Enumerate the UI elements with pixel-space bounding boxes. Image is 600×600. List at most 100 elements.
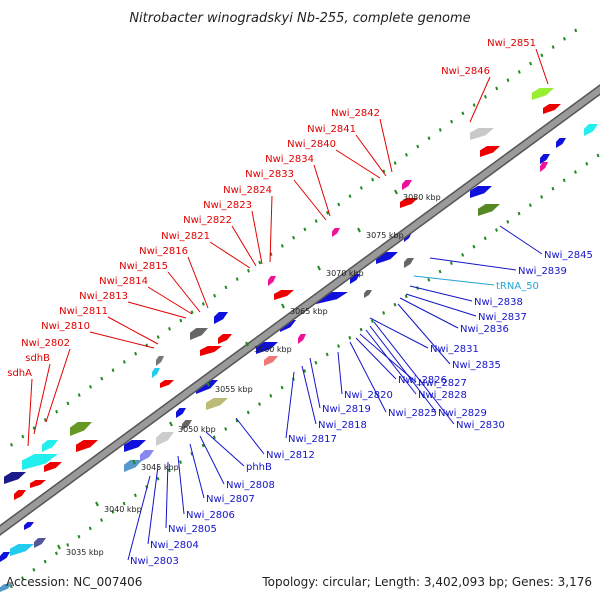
tick-dot-lower <box>246 410 250 415</box>
tick-dot-lower <box>359 327 363 332</box>
gene-feature <box>124 440 146 452</box>
tick-dot-lower <box>77 534 81 539</box>
tick-dot-upper <box>55 409 59 414</box>
tick-dot-upper <box>179 318 183 323</box>
tick-label: 3075 kbp <box>366 231 404 240</box>
tick-dot-lower <box>88 526 92 531</box>
tick-dot-lower <box>325 352 329 357</box>
tick-dot-lower <box>111 510 115 514</box>
gene-label-top: Nwi_2824 <box>223 185 272 196</box>
tick-dot-upper <box>562 36 566 41</box>
tick-dot-lower <box>258 402 261 406</box>
tick-dot-lower <box>337 344 340 348</box>
gene-feature <box>44 462 62 472</box>
tick-mark <box>206 381 210 387</box>
tick-dot-lower <box>314 360 318 365</box>
gene-feature <box>24 522 34 530</box>
tick-mark <box>357 227 361 233</box>
leader-line-bottom <box>285 371 295 439</box>
leader-line-top <box>27 378 33 447</box>
tick-mark <box>394 189 398 195</box>
tick-dot-lower <box>201 443 205 448</box>
tick-dot-lower <box>596 153 600 158</box>
tick-dot-upper <box>416 144 420 149</box>
gene-label-top: Nwi_2816 <box>139 246 188 257</box>
tick-dot-lower <box>449 261 453 266</box>
gene-feature <box>364 290 372 298</box>
leader-line-bottom <box>205 431 245 467</box>
tick-dot-lower <box>179 460 182 464</box>
leader-line-bottom <box>165 461 169 529</box>
backbone-band <box>0 85 600 535</box>
gene-feature <box>70 422 92 436</box>
gene-feature <box>478 204 500 216</box>
gene-label-bottom: Nwi_2806 <box>186 510 235 521</box>
leader-line-bottom <box>235 417 265 455</box>
tick-dot-lower <box>21 576 25 580</box>
tick-dot-upper <box>371 177 375 182</box>
leader-line-bottom <box>355 337 397 380</box>
gene-label-bottom: tRNA_50 <box>496 281 539 292</box>
tick-mark <box>57 544 61 550</box>
tick-dot-upper <box>404 152 408 157</box>
tick-dot-upper <box>438 128 442 132</box>
map-title: Nitrobacter winogradskyi Nb-255, complet… <box>129 11 470 26</box>
gene-feature <box>543 104 561 114</box>
leader-line-top <box>45 348 71 423</box>
tick-mark <box>281 303 285 309</box>
leader-line-bottom <box>359 333 417 383</box>
leader-line-bottom <box>405 293 477 317</box>
leader-line-top <box>269 195 273 263</box>
tick-dot-upper <box>450 119 454 124</box>
gene-feature <box>34 538 46 548</box>
gene-label-bottom: Nwi_2827 <box>418 378 467 389</box>
gene-feature <box>470 186 492 198</box>
tick-dot-lower <box>43 559 47 564</box>
gene-label-bottom: Nwi_2803 <box>130 556 179 567</box>
gene-feature <box>10 544 34 556</box>
tick-dot-upper <box>66 401 70 406</box>
gene-feature <box>124 460 142 472</box>
genome-summary-text: Topology: circular; Length: 3,402,093 bp… <box>261 575 592 589</box>
gene-feature <box>152 368 160 378</box>
tick-dot-upper <box>551 45 555 49</box>
gene-label-bottom: Nwi_2817 <box>288 434 337 445</box>
tick-dot-rows <box>9 28 600 589</box>
gene-label-bottom: Nwi_2826 <box>398 375 447 386</box>
gene-label-top: Nwi_2821 <box>161 231 210 242</box>
tick-dot-upper <box>190 310 194 315</box>
tick-dot-lower <box>427 277 431 282</box>
tick-dot-lower <box>438 269 442 274</box>
gene-label-top: Nwi_2815 <box>119 261 168 272</box>
tick-dot-upper <box>21 434 25 439</box>
tick-dot-upper <box>359 186 363 190</box>
tick-label: 3050 kbp <box>178 425 216 434</box>
gene-label-bottom: Nwi_2839 <box>518 266 567 277</box>
tick-dot-upper <box>77 393 81 397</box>
tick-dot-upper <box>326 210 329 215</box>
leader-line-bottom <box>177 455 185 515</box>
tick-dot-lower <box>495 228 498 232</box>
tick-dot-upper <box>213 293 217 298</box>
tick-dot-upper <box>495 86 499 91</box>
tick-dot-upper <box>258 260 262 265</box>
leader-line-top <box>335 149 381 179</box>
gene-feature <box>30 480 46 488</box>
gene-label-bottom: Nwi_2825 <box>388 408 437 419</box>
gene-label-bottom: Nwi_2804 <box>150 540 199 551</box>
gene-label-top: Nwi_2833 <box>245 169 294 180</box>
tick-dot-lower <box>9 584 13 589</box>
tick-dot-upper <box>280 244 284 248</box>
gene-label-bottom: Nwi_2819 <box>322 404 371 415</box>
tick-dot-upper <box>43 418 47 422</box>
gene-feature <box>480 146 500 157</box>
tick-dot-lower <box>303 369 307 373</box>
gene-feature <box>298 334 306 344</box>
gene-feature <box>76 440 98 452</box>
tick-dot-lower <box>483 236 487 241</box>
gene-labels[interactable]: Nwi_2851 Nwi_2846 Nwi_2842 Nwi_2841 Nwi_2840… <box>7 38 593 567</box>
gene-label-bottom: Nwi_2835 <box>452 360 501 371</box>
gene-label-bottom: Nwi_2845 <box>544 250 593 261</box>
tick-dot-lower <box>585 161 589 166</box>
gene-feature <box>22 454 58 470</box>
